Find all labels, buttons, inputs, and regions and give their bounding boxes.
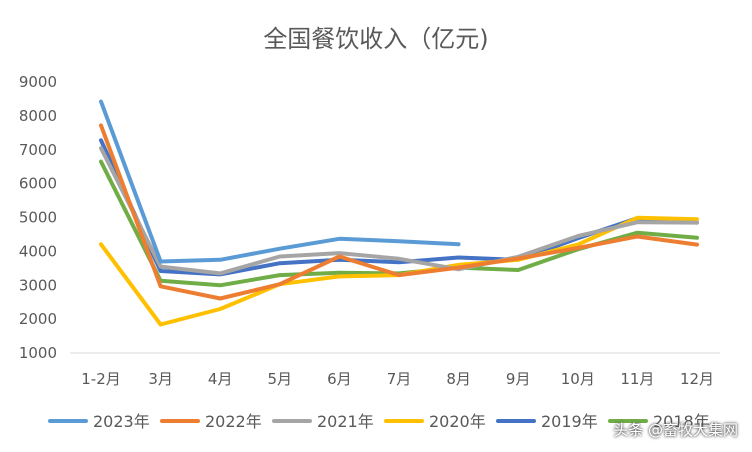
legend-label: 2022年 [205,412,262,431]
x-tick-label: 8月 [446,370,471,388]
series-line-2018年 [99,159,699,288]
y-axis-ticks: 1000 2000 3000 4000 5000 6000 7000 8000 9000 [19,73,57,362]
x-axis-ticks: 1-2月 3月 4月 5月 6月 7月 8月 9月 10月 11月 12月 [81,370,714,388]
legend-label: 2019年 [541,412,598,431]
watermark: 头条 @畜牧大集网 [613,421,738,439]
y-tick-label: 7000 [19,141,57,159]
y-tick-label: 2000 [19,310,57,328]
chart-title: 全国餐饮收入（亿元) [263,25,488,53]
legend-label: 2023年 [93,412,150,431]
series-line-2019年 [99,138,699,277]
x-tick-label: 9月 [506,370,531,388]
y-tick-label: 9000 [19,73,57,91]
y-tick-label: 4000 [19,242,57,260]
x-tick-label: 7月 [387,370,412,388]
y-tick-label: 1000 [19,344,57,362]
x-tick-label: 4月 [208,370,233,388]
series-line-2022年 [99,123,699,301]
x-tick-label: 12月 [680,370,714,388]
series-line-2023年 [99,99,461,264]
legend-label: 2018年 [653,412,710,431]
y-tick-label: 8000 [19,107,57,125]
x-tick-label: 5月 [268,370,293,388]
legend-label: 2021年 [317,412,374,431]
series-line-2021年 [99,146,699,276]
legend-label: 2020年 [429,412,486,431]
x-tick-label: 11月 [620,370,654,388]
x-tick-label: 3月 [148,370,173,388]
x-tick-label: 1-2月 [81,370,121,388]
x-tick-label: 10月 [561,370,595,388]
y-tick-label: 3000 [19,276,57,294]
y-tick-label: 5000 [19,209,57,227]
series-lines [99,99,699,327]
x-tick-label: 6月 [327,370,352,388]
legend: 2023年 2022年 2021年 2020年 2019年 2018年 [48,412,710,431]
y-tick-label: 6000 [19,175,57,193]
